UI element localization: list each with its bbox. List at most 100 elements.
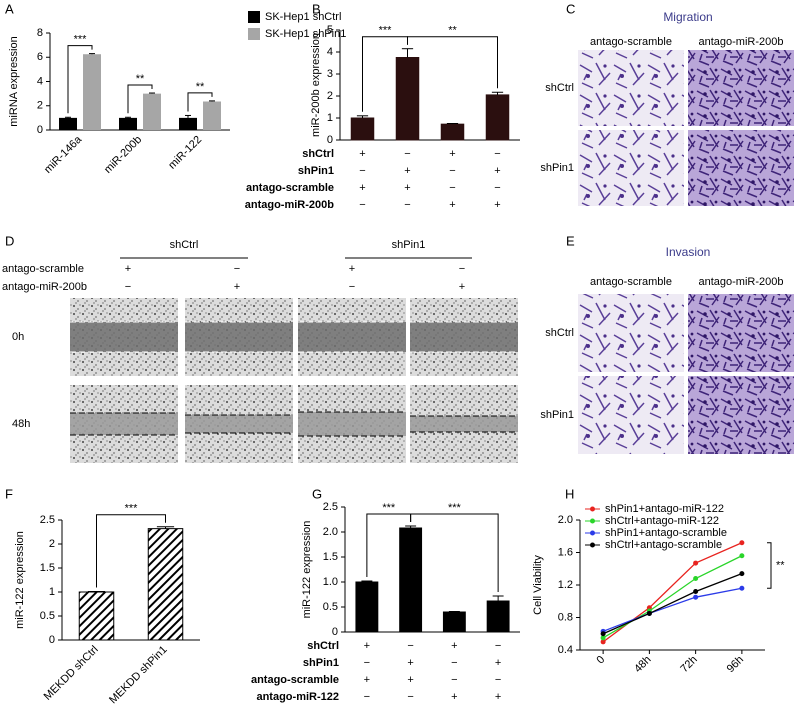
bar — [147, 528, 184, 641]
condition-sign: − — [407, 691, 413, 703]
y-axis-label: miR-122 expression — [14, 531, 26, 629]
point — [600, 639, 606, 645]
group-label: shPin1 — [392, 239, 426, 251]
series-line — [602, 555, 743, 639]
condition-sign: + — [359, 148, 365, 160]
x-tick-label: 0 — [594, 654, 607, 667]
wound-gap — [298, 322, 406, 352]
panel-letter: G — [312, 486, 322, 501]
point — [693, 589, 699, 594]
bar — [395, 57, 420, 141]
treatment-sign: + — [125, 263, 131, 275]
wound-gap — [185, 415, 293, 433]
point — [646, 610, 652, 616]
y-tick-label: 0 — [327, 134, 333, 146]
condition-sign: − — [494, 148, 500, 160]
significance-bracket — [767, 542, 772, 589]
micrograph — [688, 376, 794, 454]
condition-sign: − — [495, 640, 501, 652]
y-axis-label: Cell Viability — [532, 555, 544, 615]
condition-sign: − — [364, 657, 370, 669]
significance-bracket — [67, 45, 93, 114]
y-tick-label: 1.5 — [40, 562, 55, 574]
y-tick-label: 2 — [37, 100, 43, 112]
panel-title: Invasion — [666, 245, 711, 259]
wound-gap — [410, 416, 518, 432]
row-label: shPin1 — [540, 162, 574, 174]
bar — [440, 123, 465, 141]
bar — [399, 527, 423, 633]
panel-letter: A — [5, 1, 14, 16]
significance-bracket — [96, 514, 166, 588]
condition-sign: − — [451, 657, 457, 669]
condition-sign: − — [404, 199, 410, 211]
legend-swatch — [248, 28, 260, 40]
y-tick-label: 6 — [37, 51, 43, 63]
condition-sign: − — [494, 182, 500, 194]
x-tick-label: miR-122 — [166, 134, 204, 172]
condition-label: shPin1 — [298, 165, 334, 177]
micrograph — [578, 376, 684, 454]
micrograph — [578, 294, 684, 372]
bar — [350, 117, 375, 141]
series-line — [602, 587, 742, 632]
y-tick-label: 0 — [49, 634, 55, 646]
condition-sign: − — [404, 148, 410, 160]
condition-label: shPin1 — [303, 657, 339, 669]
significance-label: ** — [448, 25, 457, 37]
condition-sign: + — [494, 165, 500, 177]
group-label: shCtrl — [170, 239, 199, 251]
treatment-sign: − — [349, 281, 355, 293]
treatment-label: antago-scramble — [2, 263, 84, 275]
column-label: antago-miR-200b — [699, 36, 784, 48]
legend-label: shPin1+antago-miR-122 — [605, 503, 724, 515]
condition-sign: + — [407, 657, 413, 669]
condition-sign: − — [359, 165, 365, 177]
legend-label: SK-Hep1 shPin1 — [265, 28, 346, 40]
condition-sign: − — [495, 674, 501, 686]
point — [600, 631, 606, 637]
condition-sign: + — [364, 640, 370, 652]
row-label: shCtrl — [545, 82, 574, 94]
micrograph — [688, 294, 794, 372]
y-tick-label: 1.2 — [558, 579, 573, 591]
condition-label: antago-miR-122 — [256, 691, 339, 703]
y-tick-label: 2.0 — [558, 514, 573, 526]
column-label: antago-scramble — [590, 36, 672, 48]
series-line — [602, 573, 743, 635]
condition-label: shCtrl — [307, 640, 339, 652]
condition-sign: + — [404, 182, 410, 194]
y-tick-label: 3 — [327, 68, 333, 80]
significance-bracket — [187, 92, 213, 112]
micrograph — [688, 50, 794, 126]
panel-letter: C — [566, 1, 575, 16]
condition-sign: + — [359, 182, 365, 194]
condition-sign: + — [404, 165, 410, 177]
wound-gap — [70, 413, 178, 435]
x-tick-label: MEKDD shCtrl — [42, 644, 101, 703]
point — [693, 560, 699, 566]
condition-sign: + — [451, 691, 457, 703]
time-label: 0h — [12, 331, 24, 343]
y-axis-label: miR-200b expression — [310, 33, 322, 137]
x-tick-label: miR-146a — [42, 133, 85, 176]
legend-label: shPin1+antago-scramble — [605, 527, 727, 539]
condition-sign: − — [451, 674, 457, 686]
panel-letter: F — [5, 486, 13, 501]
micrograph — [688, 130, 794, 206]
y-tick-label: 1.5 — [323, 551, 338, 563]
y-tick-label: 2.5 — [40, 514, 55, 526]
y-tick-label: 2 — [49, 538, 55, 550]
x-tick-label: 72h — [678, 654, 699, 675]
point — [600, 635, 606, 641]
panel-title: Migration — [663, 10, 712, 24]
point — [739, 571, 745, 577]
y-tick-label: 2.5 — [323, 501, 338, 513]
row-label: shPin1 — [540, 409, 574, 421]
y-tick-label: 5 — [327, 24, 333, 36]
x-tick-label: MEKDD shPin1 — [107, 644, 170, 704]
bar — [179, 117, 197, 130]
bar — [119, 117, 137, 130]
condition-sign: − — [449, 165, 455, 177]
y-tick-label: 4 — [327, 46, 333, 58]
